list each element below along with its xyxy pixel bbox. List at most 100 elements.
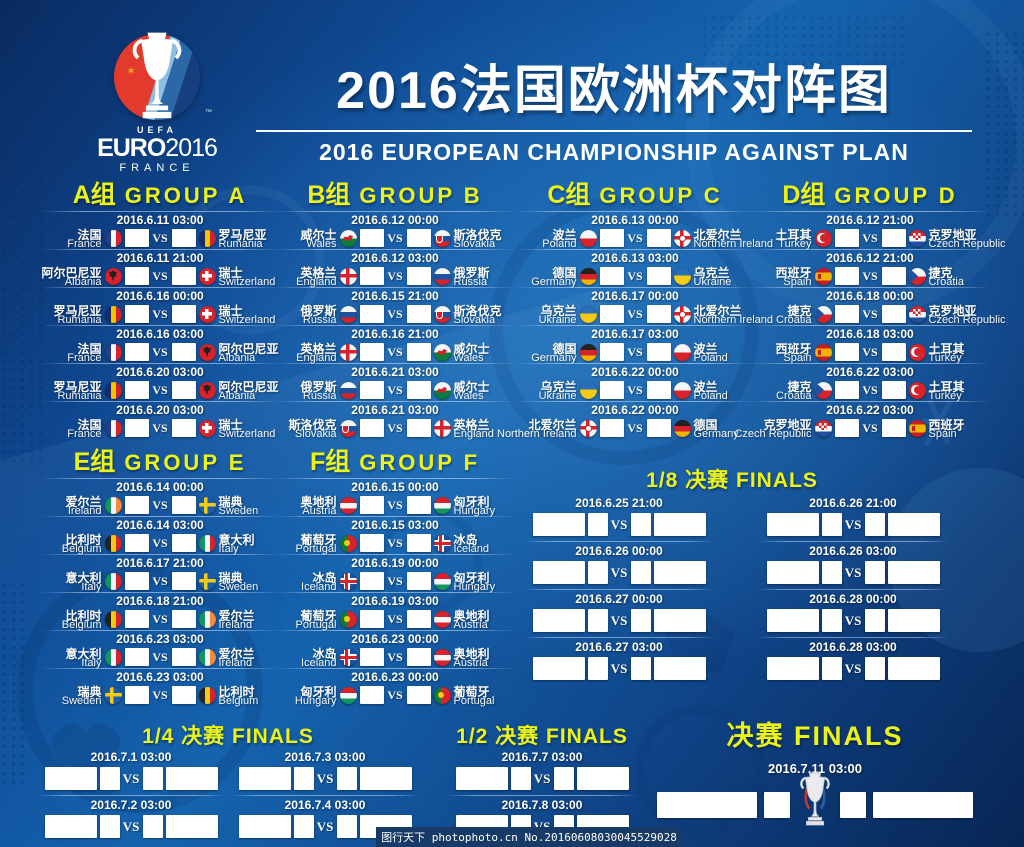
- home-score-box: [124, 229, 149, 247]
- away-score-box: [171, 381, 196, 399]
- home-team: 意大利 Italy: [47, 569, 101, 593]
- match-datetime: 2016.6.17 03:00: [591, 327, 679, 341]
- por-flag-icon: [433, 686, 451, 704]
- away-team-name-zh: 瑞典: [218, 571, 243, 585]
- away-score-box: [406, 648, 431, 666]
- aut-flag-icon: [433, 610, 451, 628]
- vs-label: VS: [387, 497, 403, 512]
- away-score-box: [630, 561, 651, 584]
- home-score-box: [834, 343, 859, 361]
- match-datetime: 2016.6.22 00:00: [591, 403, 679, 417]
- match-datetime: 2016.7.1 03:00: [90, 750, 172, 764]
- away-team-name-en: England: [453, 428, 494, 440]
- match-teams-row: 葡萄牙 Portugal VS 奥地利 Austria: [279, 608, 511, 631]
- hun-flag-icon: [433, 572, 451, 590]
- vs-label: VS: [387, 306, 403, 321]
- home-team: 英格兰 England: [282, 340, 336, 364]
- home-team-name-zh: 罗马尼亚: [53, 380, 102, 394]
- away-team-name-en: Albania: [218, 390, 256, 402]
- group-title-zh: B组: [307, 181, 351, 209]
- match-teams-row: 英格兰 England VS 俄罗斯 Russia: [279, 265, 511, 288]
- knockout-match-row: 2016.6.26 00:00 VS: [531, 541, 707, 586]
- home-team-name-zh: 乌克兰: [540, 380, 577, 394]
- group-e-column: E组 GROUP E 2016.6.14 00:00 爱尔兰 Ireland VS…: [44, 448, 276, 707]
- vs-label: VS: [844, 660, 862, 676]
- away-team-name-en: Turkey: [928, 390, 962, 402]
- home-team-name-en: Wales: [306, 238, 337, 250]
- home-team-name-zh: 克罗地亚: [763, 418, 812, 432]
- away-name-box: [359, 767, 412, 790]
- match-datetime: 2016.6.11 21:00: [116, 251, 204, 265]
- home-team-name-zh: 威尔士: [300, 228, 337, 242]
- home-team-name-zh: 西班牙: [775, 266, 812, 280]
- away-team: 乌克兰 Ukraine: [694, 264, 749, 288]
- away-score-box: [406, 267, 431, 285]
- away-team: 比利时 Belgium: [219, 683, 274, 707]
- away-team-name-zh: 西班牙: [928, 418, 965, 432]
- final-away-name-box: [873, 792, 973, 818]
- home-score-box: [821, 657, 842, 680]
- match-datetime: 2016.6.15 00:00: [351, 480, 439, 494]
- home-team: 比利时 Belgium: [47, 607, 102, 631]
- home-team-name-zh: 英格兰: [300, 266, 337, 280]
- away-team-name-zh: 爱尔兰: [218, 609, 255, 623]
- knockout-boxes-row: VS: [765, 511, 941, 538]
- away-team-name-en: Poland: [693, 390, 728, 402]
- match-datetime: 2016.6.23 03:00: [116, 670, 204, 684]
- group-a-matches: 2016.6.11 03:00 法国 France VS 罗马尼亚 Rumani…: [41, 211, 279, 440]
- year-label: 2016: [165, 134, 218, 162]
- vs-label: VS: [610, 660, 628, 676]
- esp-flag-icon: [908, 419, 926, 437]
- away-team-name-en: Turkey: [928, 352, 962, 364]
- match-row: 2016.6.22 00:00 北爱尔兰 Northern Ireland VS…: [497, 401, 751, 440]
- match-datetime: 2016.6.17 00:00: [591, 289, 679, 303]
- match-teams-row: 波兰 Poland VS 北爱尔兰 Northern Ireland: [519, 227, 773, 250]
- ro-flag-icon: [104, 381, 122, 399]
- home-team: 阿尔巴尼亚 Albania: [41, 264, 101, 288]
- group-title-zh: D组: [782, 181, 826, 209]
- match-datetime: 2016.6.23 00:00: [351, 632, 439, 646]
- away-score-box: [406, 686, 431, 704]
- group-e-matches: 2016.6.14 00:00 爱尔兰 Ireland VS 瑞典 Sweden…: [44, 478, 276, 707]
- away-team-name-en: Hungary: [453, 505, 496, 517]
- dot-texture: [0, 580, 30, 790]
- home-team-name-en: Portugal: [295, 619, 337, 631]
- vs-label: VS: [387, 382, 403, 397]
- home-team-name-en: Poland: [542, 238, 577, 250]
- home-team-name-en: Northern Ireland: [497, 428, 577, 440]
- home-score-box: [821, 561, 842, 584]
- vs-label: VS: [627, 230, 643, 245]
- pol-flag-icon: [673, 381, 691, 399]
- away-team-name-zh: 瑞士: [218, 418, 243, 432]
- home-name-box: [766, 561, 819, 584]
- match-teams-row: 俄罗斯 Russia VS 斯洛伐克 Slovakia: [279, 303, 511, 326]
- away-team-name-en: Switzerland: [218, 428, 276, 440]
- ukr-flag-icon: [579, 381, 597, 399]
- home-team: 斯洛伐克 Slovakia: [282, 416, 336, 440]
- home-team: 西班牙 Spain: [757, 340, 811, 364]
- away-team-name-en: Switzerland: [218, 314, 276, 326]
- home-team-name-zh: 波兰: [552, 228, 577, 242]
- away-score-box: [630, 513, 651, 536]
- euro2016-logo: ✶ ™ UEFA EURO2016 FRANCE: [92, 32, 222, 174]
- sui-flag-icon: [198, 419, 216, 437]
- match-datetime: 2016.6.16 21:00: [351, 327, 439, 341]
- match-datetime: 2016.6.22 03:00: [826, 365, 914, 379]
- group-f-matches: 2016.6.15 00:00 奥地利 Austria VS 匈牙利 Hunga…: [279, 478, 511, 707]
- quarter-finals-right-column: 2016.7.3 03:00 VS 2016.7.4 03:00 VS: [238, 749, 412, 843]
- home-score-box: [599, 381, 624, 399]
- match-teams-row: 乌克兰 Ukraine VS 北爱尔兰 Northern Ireland: [519, 303, 773, 326]
- home-team-name-en: Iceland: [301, 657, 337, 669]
- away-team: 瑞士 Switzerland: [218, 302, 276, 326]
- quarter-finals-title: 1/4 决赛 FINALS: [142, 725, 314, 748]
- vs-label: VS: [844, 612, 862, 628]
- group-title-zh: C组: [547, 181, 591, 209]
- final-datetime: 2016.7.11 03:00: [768, 761, 862, 776]
- bel-flag-icon: [198, 686, 216, 704]
- match-teams-row: 克罗地亚 Czech Republic VS 西班牙 Spain: [734, 417, 986, 440]
- away-team-name-zh: 阿尔巴尼亚: [218, 342, 279, 356]
- bel-flag-icon: [104, 610, 122, 628]
- match-row: 2016.6.21 03:00 斯洛伐克 Slovakia VS 英格兰 Eng…: [279, 401, 511, 440]
- home-team: 乌克兰 Ukraine: [522, 378, 577, 402]
- aut-flag-icon: [433, 648, 451, 666]
